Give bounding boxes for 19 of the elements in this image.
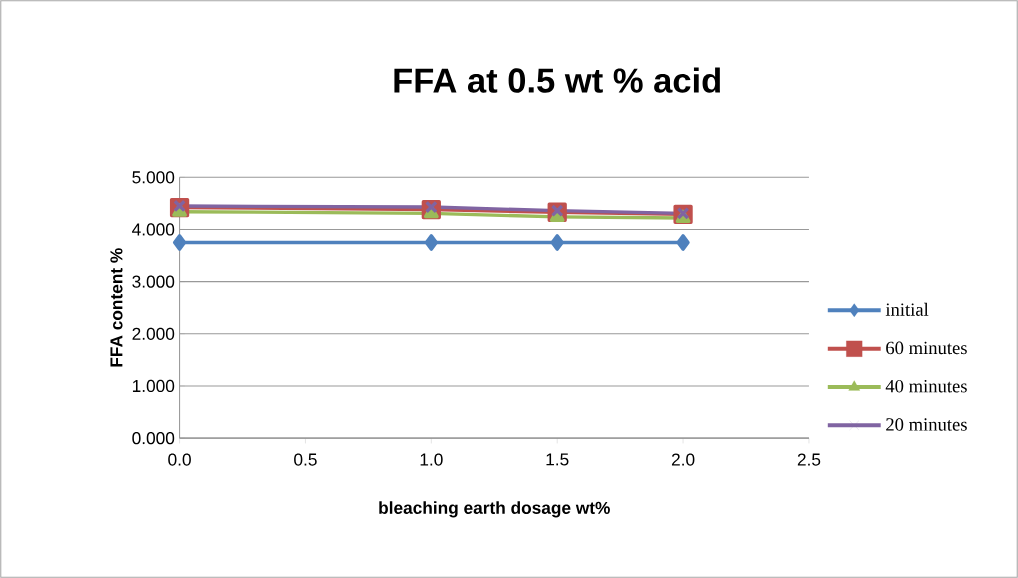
x-tick-label: 0.0 [168, 453, 191, 466]
legend-label: 60 minutes [886, 341, 967, 355]
x-tick-label: 2.5 [797, 453, 821, 466]
legend-label: 40 minutes [885, 379, 967, 393]
y-tick-label: 5.000 [132, 171, 175, 184]
y-tick-label: 3.000 [132, 275, 175, 288]
x-tick-label: 2.0 [671, 453, 695, 466]
x-tick-label: 1.0 [420, 453, 443, 466]
x-axis-title: bleaching earth dosage wt% [379, 501, 610, 518]
y-tick-label: 4.000 [132, 223, 175, 236]
y-axis-title: FFA content % [110, 248, 123, 367]
chart-title: FFA at 0.5 wt % acid [394, 67, 720, 93]
y-tick-label: 1.000 [132, 379, 175, 393]
x-tick-label: 1.5 [546, 453, 569, 466]
y-tick-label: 2.000 [132, 327, 175, 340]
legend-label: 20 minutes [886, 418, 967, 431]
x-tick-label: 0.5 [294, 453, 317, 466]
y-tick-label: 0.000 [132, 432, 175, 445]
legend-label: initial [885, 302, 929, 316]
